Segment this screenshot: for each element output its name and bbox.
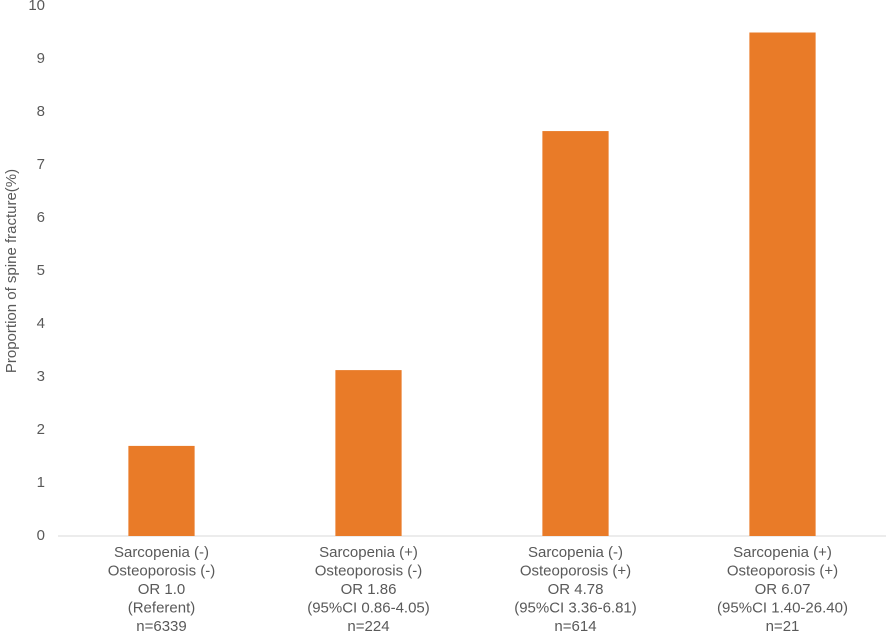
x-tick-label: Osteoporosis (-): [108, 562, 216, 579]
x-tick-label: n=614: [554, 618, 596, 633]
x-tick-label: OR 1.0: [138, 581, 186, 598]
bar: [128, 445, 195, 536]
x-tick-label: n=21: [766, 618, 800, 633]
y-tick-label: 9: [37, 50, 45, 67]
bar: [335, 370, 402, 536]
y-tick-label: 7: [37, 156, 45, 173]
y-tick-label: 6: [37, 209, 45, 226]
bar: [749, 32, 816, 536]
x-tick-label: Sarcopenia (-): [528, 544, 623, 561]
y-tick-label: 8: [37, 103, 45, 120]
x-tick-label: Sarcopenia (+): [319, 544, 418, 561]
x-tick-label: OR 6.07: [755, 581, 811, 598]
x-tick-label: OR 4.78: [548, 581, 604, 598]
x-tick-label: (95%CI 1.40-26.40): [717, 599, 848, 616]
x-tick-label: Sarcopenia (-): [114, 544, 209, 561]
x-tick-label: n=6339: [136, 618, 186, 633]
y-tick-label: 5: [37, 262, 45, 279]
y-tick-label: 10: [28, 0, 45, 14]
y-tick-label: 3: [37, 368, 45, 385]
x-tick-label: Sarcopenia (+): [733, 544, 832, 561]
x-tick-label: (Referent): [128, 599, 196, 616]
x-tick-label: OR 1.86: [341, 581, 397, 598]
x-tick-label: (95%CI 0.86-4.05): [307, 599, 430, 616]
y-tick-label: 2: [37, 421, 45, 438]
y-axis-label: Proportion of spine fracture(%): [3, 169, 20, 373]
x-tick-label: Osteoporosis (+): [520, 562, 631, 579]
x-tick-label: n=224: [347, 618, 389, 633]
y-tick-label: 0: [37, 527, 45, 544]
y-tick-label: 1: [37, 474, 45, 491]
x-tick-label: Osteoporosis (+): [727, 562, 838, 579]
y-tick-label: 4: [37, 315, 45, 332]
x-tick-label: (95%CI 3.36-6.81): [514, 599, 637, 616]
x-tick-label: Osteoporosis (-): [315, 562, 423, 579]
bar: [542, 131, 609, 536]
